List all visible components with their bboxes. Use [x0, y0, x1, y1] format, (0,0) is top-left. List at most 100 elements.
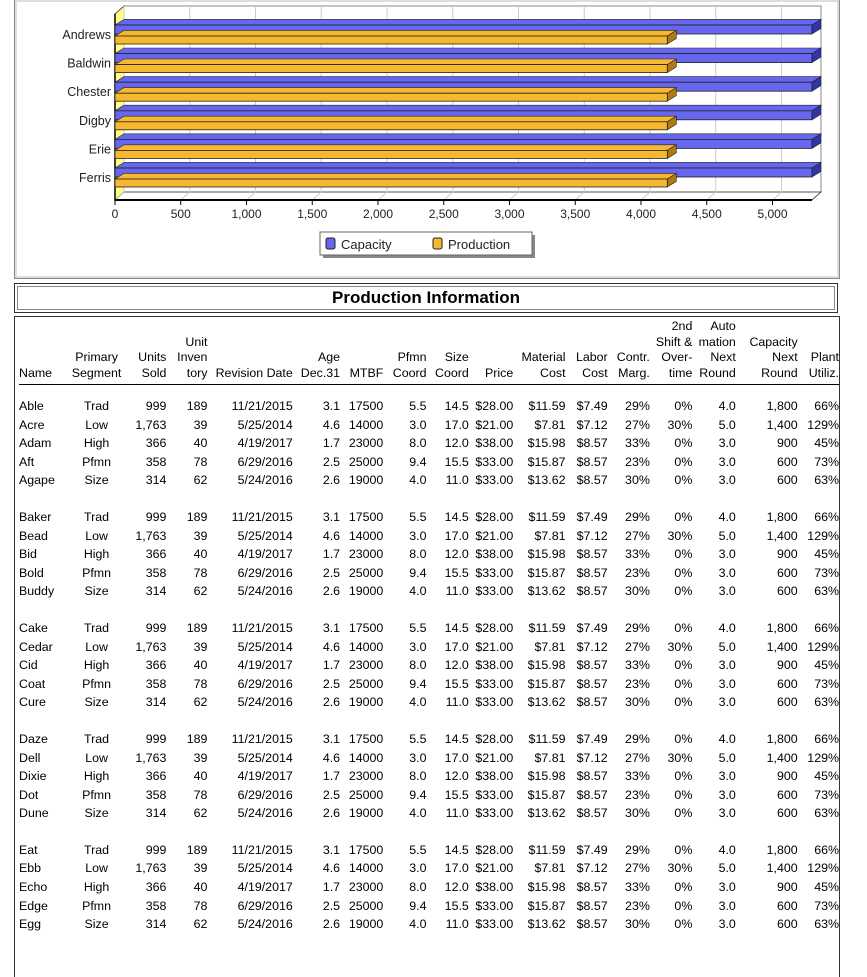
- cell-labor: $8.57: [576, 787, 608, 802]
- column-header-line: mation: [698, 334, 736, 349]
- production-bar: [114, 92, 668, 102]
- cell-util: 63%: [814, 473, 839, 488]
- cell-labor: $7.12: [576, 417, 608, 432]
- cell-cap: 1,400: [766, 750, 798, 765]
- cell-price: $21.00: [475, 861, 514, 876]
- cell-inv: 62: [193, 695, 208, 710]
- column-header-auto: Auto mation Next Round: [692, 319, 736, 385]
- cell-name: Coat: [19, 676, 46, 691]
- column-header-line: Auto: [710, 319, 736, 333]
- cell-segment: High: [83, 436, 110, 451]
- cell-mat: $11.59: [528, 399, 566, 413]
- column-header-pfmn: Pfmn Coord: [383, 319, 427, 385]
- cell-mtbf: 19000: [348, 806, 384, 821]
- cell-util: 63%: [814, 806, 839, 821]
- cell-pfmn: 9.4: [409, 898, 427, 913]
- cell-pfmn: 4.0: [409, 695, 427, 710]
- capacity-bar-top: [113, 162, 823, 169]
- cell-age: 2.6: [322, 806, 341, 821]
- cell-size: 12.0: [444, 880, 469, 895]
- cell-size: 17.0: [444, 639, 469, 654]
- cell-name: Cake: [19, 620, 48, 635]
- cell-marg: 23%: [625, 898, 650, 913]
- cell-rev: 6/29/2016: [237, 676, 293, 691]
- x-tick-label: 4,500: [692, 207, 722, 221]
- cell-price: $33.00: [475, 473, 514, 488]
- group-spacer: [19, 490, 839, 508]
- cell-name: Egg: [19, 917, 42, 932]
- cell-mat: $15.87: [527, 454, 566, 469]
- cell-pfmn: 4.0: [409, 473, 427, 488]
- group-spacer: [19, 823, 839, 841]
- cell-name: Baker: [19, 509, 52, 524]
- cell-cap: 600: [776, 787, 798, 802]
- cell-size: 15.5: [444, 676, 469, 691]
- cell-mtbf: 25000: [348, 898, 384, 913]
- cell-ot: 0%: [674, 658, 693, 673]
- cell-price: $21.00: [475, 750, 514, 765]
- column-header-line: Coord: [435, 365, 469, 380]
- cell-util: 45%: [814, 436, 839, 451]
- cell-age: 4.6: [322, 861, 341, 876]
- capacity-bar-top: [113, 19, 823, 26]
- cell-segment: Size: [84, 695, 109, 710]
- cell-mat: $11.59: [528, 842, 566, 857]
- production-bar: [114, 149, 668, 159]
- cell-mtbf: 17500: [348, 399, 384, 413]
- production-bar: [114, 178, 668, 188]
- cell-util: 73%: [814, 454, 839, 469]
- cell-inv: 189: [186, 509, 208, 524]
- cell-sold: 366: [145, 436, 167, 451]
- cell-rev: 11/21/2015: [231, 399, 293, 413]
- cell-pfmn: 4.0: [409, 917, 427, 932]
- cell-age: 2.6: [322, 695, 341, 710]
- cell-util: 45%: [814, 880, 839, 895]
- cell-size: 15.5: [444, 787, 469, 802]
- cell-ot: 0%: [674, 842, 693, 857]
- cell-rev: 5/24/2016: [237, 917, 293, 932]
- cell-size: 12.0: [444, 658, 469, 673]
- cell-price: $33.00: [475, 787, 514, 802]
- cell-marg: 30%: [625, 584, 650, 599]
- cell-name: Cedar: [19, 639, 53, 654]
- cell-name: Adam: [19, 436, 52, 451]
- chart-legend: [319, 231, 533, 256]
- production-bar: [114, 64, 668, 73]
- cell-segment: Trad: [84, 842, 110, 857]
- table-row: Cedar Low 1,763 39 5/25/2014 4.6 14000 3.0 17.0 $…: [19, 638, 839, 657]
- cell-mtbf: 23000: [348, 658, 384, 673]
- cell-sold: 314: [145, 473, 167, 488]
- cell-cap: 1,800: [766, 731, 798, 746]
- y-category-label: Chester: [67, 85, 111, 99]
- column-header-marg: Contr. Marg.: [607, 319, 650, 385]
- cell-sold: 358: [145, 898, 167, 913]
- column-header-line: Pfmn: [397, 350, 427, 364]
- cell-sold: 999: [145, 842, 167, 857]
- column-header-inv: Unit Inven tory: [166, 319, 208, 385]
- cell-sold: 1,763: [135, 750, 167, 765]
- cell-segment: High: [83, 547, 110, 562]
- cell-marg: 27%: [625, 639, 650, 654]
- gridline: [311, 191, 322, 201]
- cell-marg: 33%: [625, 547, 650, 562]
- legend-label-capacity: Capacity: [341, 237, 392, 252]
- cell-segment: Trad: [84, 399, 110, 413]
- column-header-line: Coord: [392, 365, 427, 380]
- cell-marg: 30%: [625, 695, 650, 710]
- cell-marg: 30%: [625, 917, 650, 932]
- column-header-line: Next: [710, 350, 736, 364]
- cell-cap: 600: [776, 917, 798, 932]
- cell-segment: Low: [85, 750, 108, 765]
- cell-auto: 3.0: [718, 917, 736, 932]
- cell-segment: Low: [85, 639, 108, 654]
- column-header-price: Price: [468, 319, 514, 385]
- cell-size: 11.0: [445, 473, 469, 488]
- group-spacer: [19, 712, 839, 730]
- cell-ot: 0%: [674, 676, 693, 691]
- cell-size: 14.5: [444, 399, 469, 413]
- cell-sold: 366: [145, 658, 167, 673]
- cell-marg: 33%: [625, 658, 650, 673]
- cell-labor: $7.12: [576, 861, 608, 876]
- cell-labor: $8.57: [576, 695, 608, 710]
- cell-rev: 4/19/2017: [237, 880, 293, 895]
